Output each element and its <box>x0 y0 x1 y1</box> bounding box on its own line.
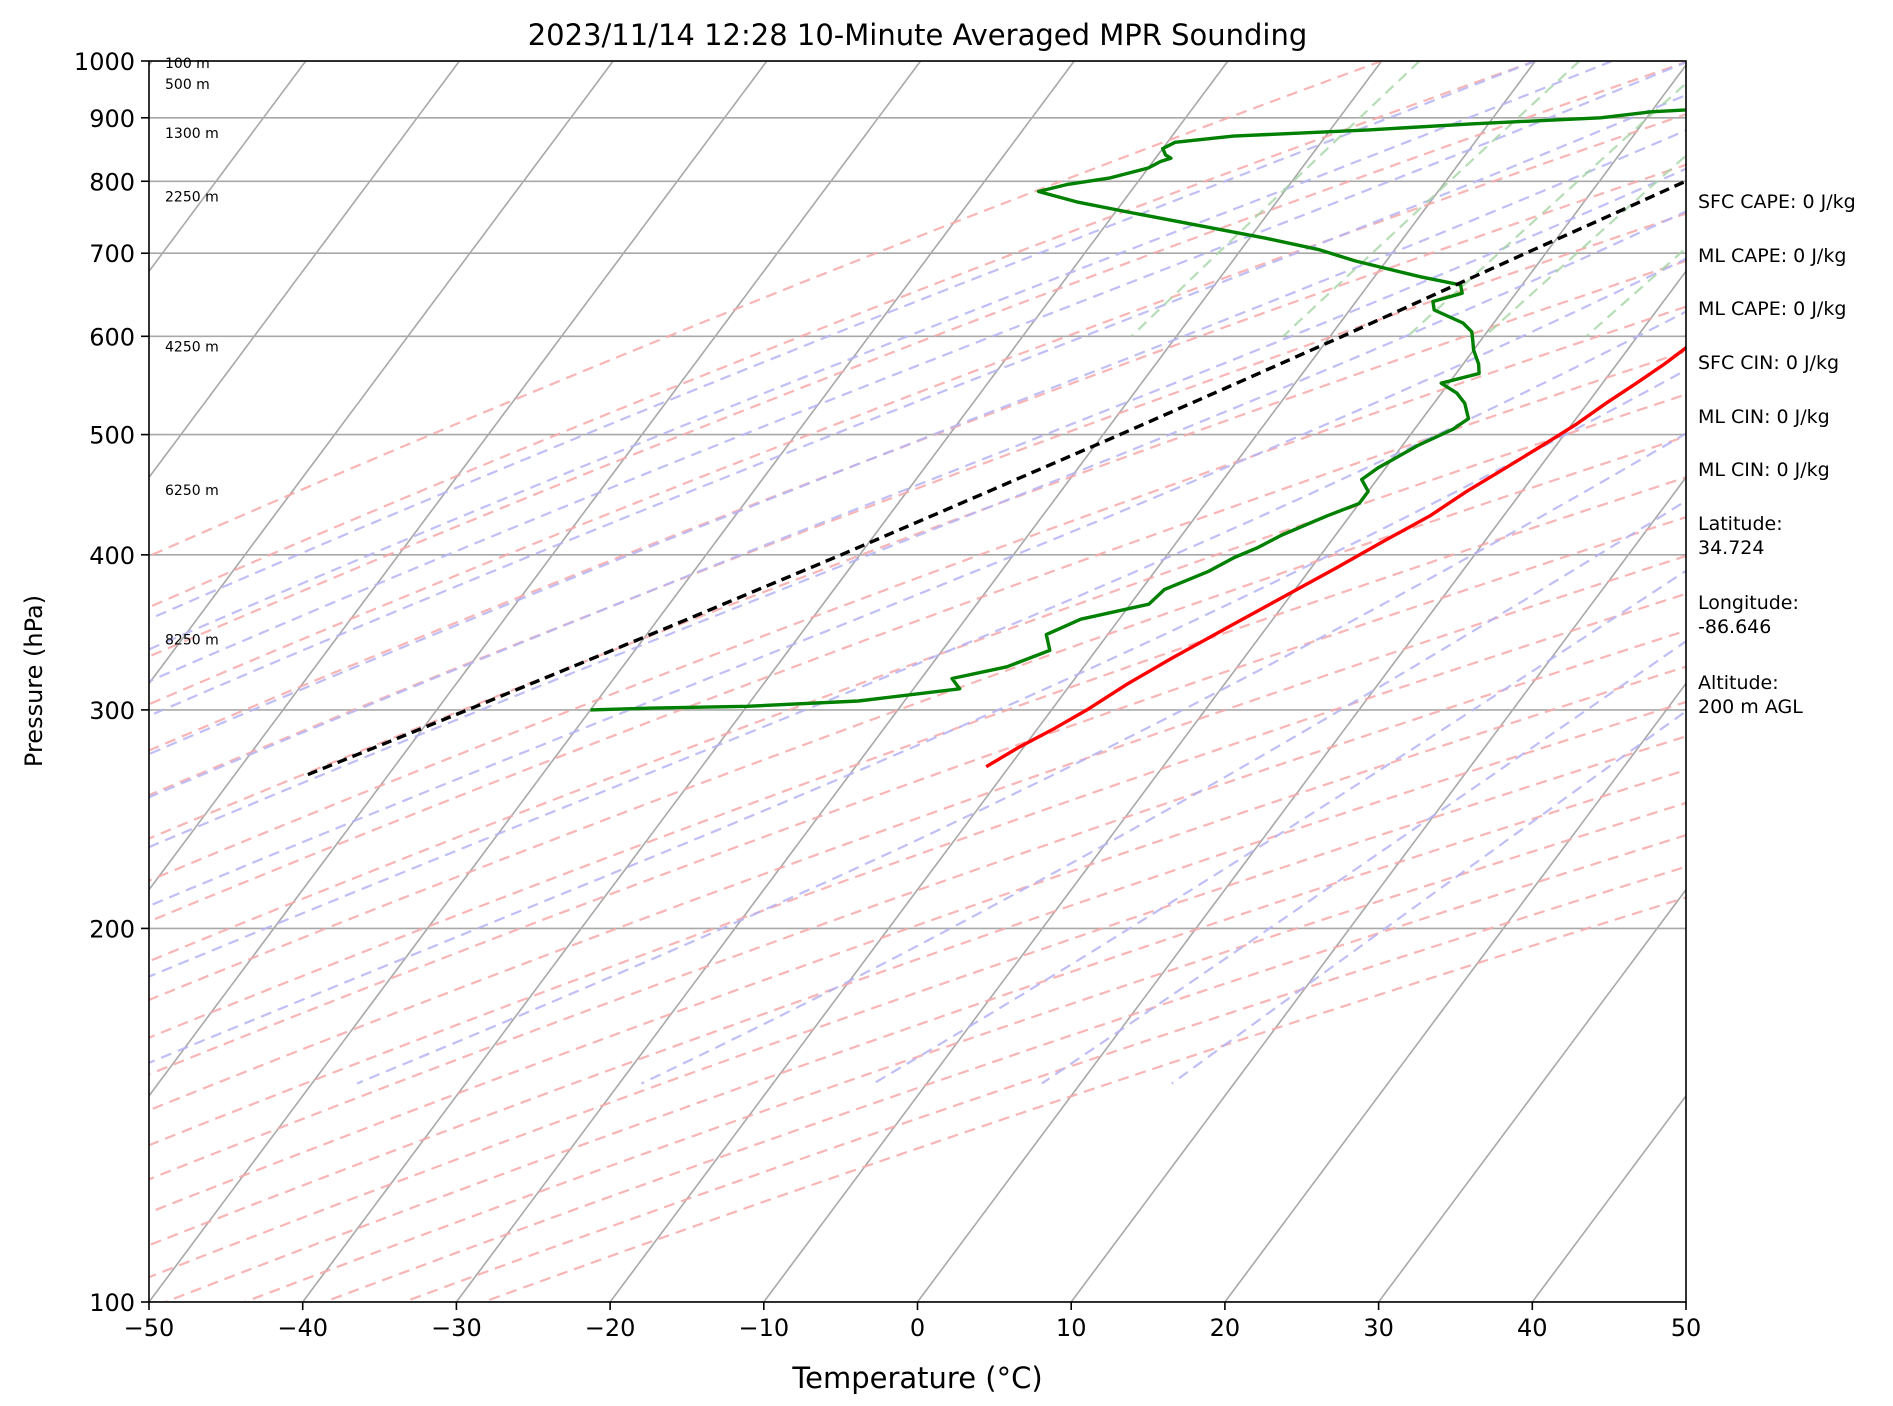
dry-adiabat <box>149 592 1686 1147</box>
ml-cin-text: ML CIN: 0 J/kg <box>1698 406 1830 428</box>
dry-adiabat <box>149 476 1686 1039</box>
moist-adiabat <box>149 129 1686 756</box>
latitude-text: Latitude: 34.724 <box>1698 513 1783 559</box>
x-tick-label: 10 <box>1056 1314 1087 1342</box>
moist-adiabat <box>873 569 1686 1085</box>
moist-adiabat <box>1041 639 1686 1085</box>
height-label: 100 m <box>165 56 210 72</box>
dry-adiabat <box>149 700 1686 1247</box>
isotherm-line <box>916 269 1686 1302</box>
longitude-text: Longitude: -86.646 <box>1698 592 1799 638</box>
isotherm-line <box>149 61 461 479</box>
moist-adiabat <box>149 210 1686 849</box>
height-label: 1300 m <box>165 126 219 142</box>
x-tick-label: −30 <box>431 1314 482 1342</box>
dry-adiabat <box>149 350 1686 923</box>
mixing-ratio-line <box>1130 61 1421 338</box>
ml-cape-text-2: ML CAPE: 0 J/kg <box>1698 298 1847 320</box>
x-tick-label: 0 <box>910 1314 925 1342</box>
dry-adiabat <box>149 61 1536 609</box>
y-tick-label: 500 <box>89 422 135 450</box>
height-label: 6250 m <box>165 483 219 499</box>
mixing-ratio-line <box>1282 61 1581 338</box>
isotherm-line <box>149 61 1075 1302</box>
y-tick-label: 900 <box>89 105 135 133</box>
moist-adiabat <box>149 310 1686 978</box>
isotherm-line <box>149 61 307 273</box>
y-axis-label: Pressure (hPa) <box>20 595 48 767</box>
moist-adiabat <box>149 61 1613 651</box>
dewpoint-line <box>590 108 1686 712</box>
dry-adiabat <box>244 801 1686 1302</box>
altitude-text: Altitude: 200 m AGL <box>1698 672 1803 718</box>
x-tick-label: 20 <box>1210 1314 1241 1342</box>
moist-adiabat <box>149 257 1686 908</box>
ml-cape-text: ML CAPE: 0 J/kg <box>1698 245 1847 267</box>
isotherm-line <box>763 63 1686 1302</box>
height-label: 2250 m <box>165 189 219 205</box>
x-tick-label: −40 <box>277 1314 328 1342</box>
mixing-ratio-line <box>1585 246 1686 338</box>
x-tick-label: 40 <box>1517 1314 1548 1342</box>
temperature-line <box>985 345 1686 769</box>
x-tick-label: 50 <box>1671 1314 1702 1342</box>
x-tick-label: −10 <box>738 1314 789 1342</box>
mixing-ratio-line <box>1406 81 1686 338</box>
sfc-cape-text: SFC CAPE: 0 J/kg <box>1698 191 1856 213</box>
isotherm-line <box>455 61 1383 1302</box>
height-label: 8250 m <box>165 632 219 648</box>
sfc-cin-text: SFC CIN: 0 J/kg <box>1698 352 1840 374</box>
isotherm-line <box>149 61 768 892</box>
isotherm-line <box>149 61 922 1098</box>
dry-adiabat <box>149 665 1686 1214</box>
dry-adiabat <box>149 113 1686 706</box>
height-label: 4250 m <box>165 339 219 355</box>
moist-adiabat <box>149 61 1536 621</box>
dry-adiabat <box>149 305 1686 882</box>
height-label: 500 m <box>165 77 210 93</box>
ml-cin-text-2: ML CIN: 0 J/kg <box>1698 459 1830 481</box>
dry-adiabat <box>149 435 1686 1002</box>
moist-adiabat <box>1171 709 1686 1085</box>
isotherm-line <box>149 61 614 685</box>
y-tick-label: 200 <box>89 915 135 943</box>
dry-adiabat <box>149 61 1383 558</box>
y-tick-label: 600 <box>89 323 135 351</box>
y-tick-label: 800 <box>89 168 135 196</box>
y-tick-label: 1000 <box>74 48 135 76</box>
mixing-ratio-line <box>1483 154 1686 338</box>
x-tick-label: −20 <box>585 1314 636 1342</box>
y-tick-label: 400 <box>89 542 135 570</box>
moist-adiabat <box>149 167 1686 799</box>
x-tick-label: 30 <box>1363 1314 1394 1342</box>
isotherm-line <box>1070 476 1686 1302</box>
isotherm-line <box>1224 682 1686 1302</box>
moist-adiabat <box>149 368 1686 1065</box>
y-tick-label: 300 <box>89 697 135 725</box>
x-axis-label: Temperature (°C) <box>791 1361 1042 1395</box>
y-tick-label: 700 <box>89 240 135 268</box>
x-tick-label: −50 <box>124 1314 175 1342</box>
dry-adiabat <box>149 554 1686 1112</box>
y-tick-label: 100 <box>89 1289 135 1317</box>
chart-title: 2023/11/14 12:28 10-Minute Averaged MPR … <box>528 18 1308 52</box>
dry-adiabat <box>149 163 1686 752</box>
moist-adiabat <box>149 93 1686 718</box>
moist-adiabat <box>149 61 1686 683</box>
